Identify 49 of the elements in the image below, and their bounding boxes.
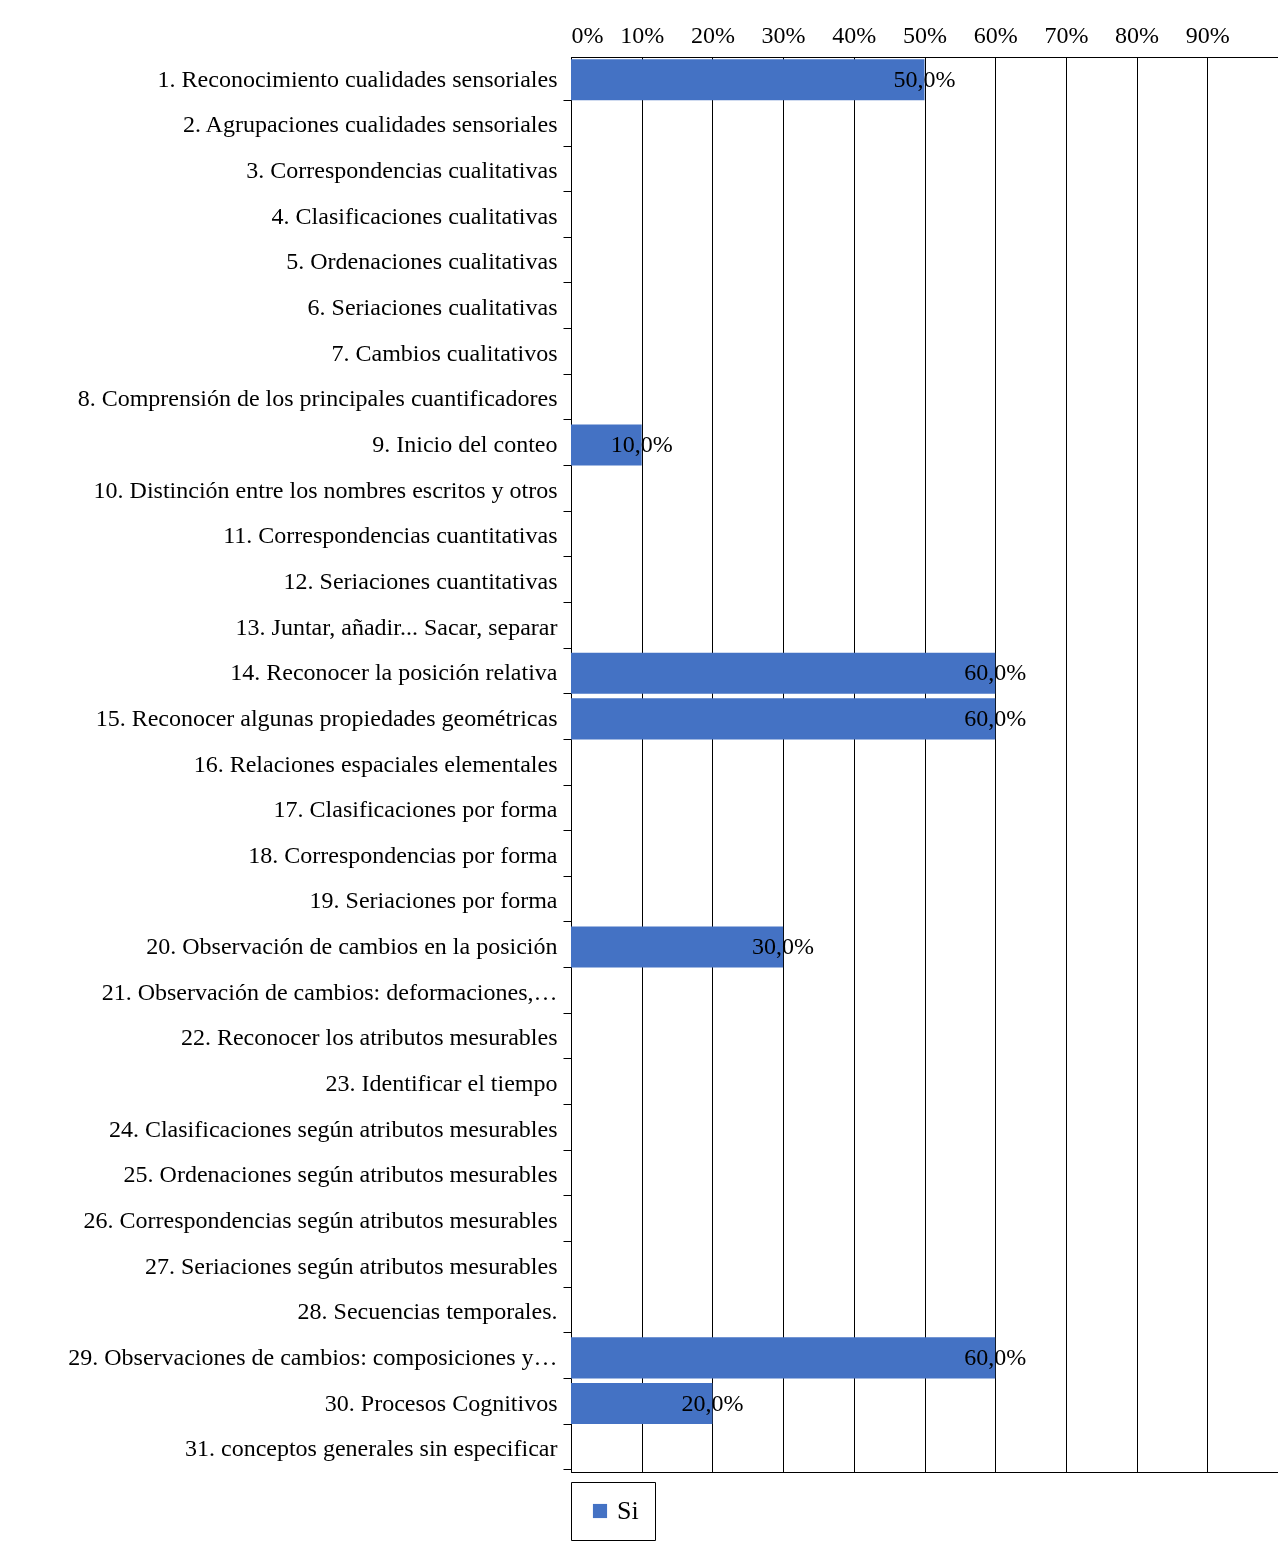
data-label: 60,0% (964, 659, 1027, 686)
y-tick-label: 7. Cambios cualitativos (331, 339, 558, 366)
y-tick-label: 18. Correspondencias por forma (248, 841, 558, 868)
y-tick-label: 9. Inicio del conteo (372, 430, 558, 457)
y-tick-label: 19. Seriaciones por forma (309, 887, 558, 914)
data-label: 60,0% (964, 704, 1027, 731)
x-tick-label: 20% (690, 21, 735, 48)
x-tick-label: 70% (1044, 21, 1089, 48)
data-label: 20,0% (681, 1389, 744, 1416)
y-tick-label: 1. Reconocimiento cualidades sensoriales (157, 65, 558, 92)
y-tick-label: 4. Clasificaciones cualitativas (271, 202, 558, 229)
y-tick-label: 13. Juntar, añadir... Sacar, separar (235, 613, 558, 640)
x-tick-label: 50% (903, 21, 947, 48)
x-tick-label: 10% (620, 21, 665, 48)
y-tick-label: 28. Secuencias temporales. (297, 1298, 558, 1325)
y-tick-label: 23. Identificar el tiempo (325, 1070, 558, 1097)
data-label: 60,0% (964, 1343, 1027, 1370)
y-tick-label: 8. Comprensión de los principales cuantificadores (77, 385, 558, 412)
data-label: 50,0% (893, 65, 956, 92)
y-tick-label: 11. Correspondencias cuantitativas (223, 522, 558, 549)
y-tick-label: 3. Correspondencias cualitativas (246, 157, 558, 184)
y-tick-label: 10. Distinción entre los nombres escritos y otros (93, 476, 558, 503)
x-tick-label: 40% (832, 21, 877, 48)
y-tick-label: 24. Clasificaciones según atributos mesurables (108, 1115, 558, 1142)
x-tick-label: 90% (1185, 21, 1230, 48)
y-tick-label: 31. conceptos generales sin especificar (184, 1435, 558, 1462)
y-tick-label: 17. Clasificaciones por forma (273, 796, 558, 823)
data-label: 30,0% (752, 933, 815, 960)
y-tick-label: 12. Seriaciones cuantitativas (283, 567, 558, 594)
x-tick-label: 30% (761, 21, 806, 48)
y-tick-label: 26. Correspondencias según atributos mesurables (83, 1206, 558, 1233)
legend-label: Si (617, 1496, 639, 1525)
y-tick-label: 21. Observación de cambios: deformaciones,… (101, 978, 558, 1005)
x-tick-label: 80% (1115, 21, 1160, 48)
x-tick-label: 0% (571, 21, 604, 48)
y-tick-label: 29. Observaciones de cambios: composiciones y… (68, 1343, 558, 1370)
y-tick-label: 14. Reconocer la posición relativa (230, 659, 558, 686)
y-tick-label: 27. Seriaciones según atributos mesurables (144, 1252, 558, 1279)
y-tick-label: 20. Observación de cambios en la posición (146, 933, 558, 960)
y-tick-label: 22. Reconocer los atributos mesurables (180, 1024, 558, 1051)
y-tick-label: 25. Ordenaciones según atributos mesurables (123, 1161, 558, 1188)
x-tick-label: 60% (973, 21, 1018, 48)
y-tick-label: 15. Reconocer algunas propiedades geométricas (95, 704, 558, 731)
y-tick-label: 30. Procesos Cognitivos (324, 1389, 558, 1416)
y-tick-label: 5. Ordenaciones cualitativas (286, 248, 558, 275)
y-tick-label: 16. Relaciones espaciales elementales (193, 750, 558, 777)
y-tick-label: 2. Agrupaciones cualidades sensoriales (182, 111, 558, 138)
data-label: 10,0% (610, 430, 673, 457)
y-tick-label: 6. Seriaciones cualitativas (307, 294, 558, 321)
